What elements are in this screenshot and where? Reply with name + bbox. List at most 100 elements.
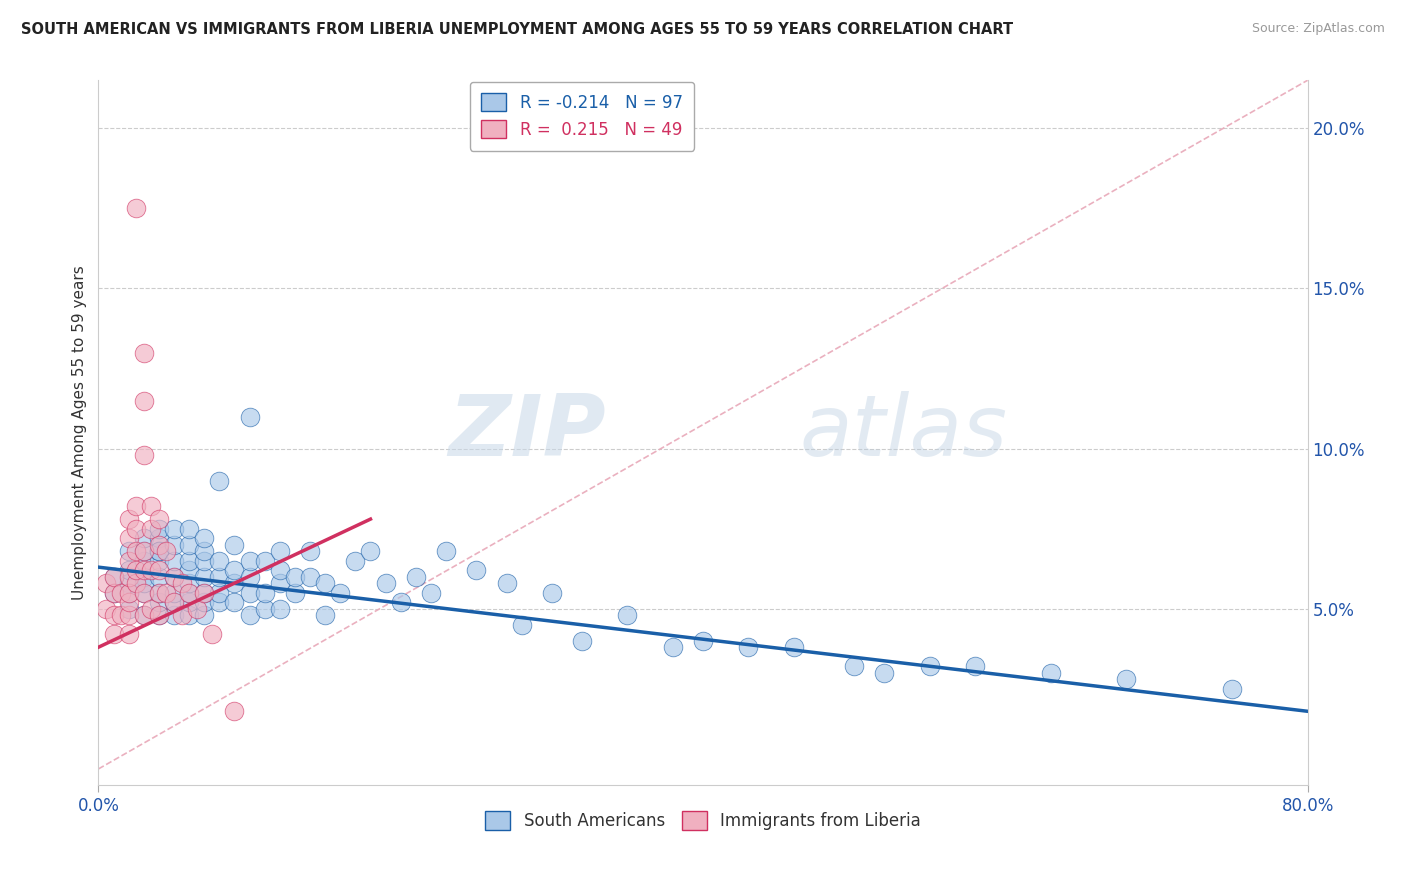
Point [170, 608, 193, 623]
Point [284, 586, 307, 600]
Point [148, 586, 170, 600]
Point [179, 608, 201, 623]
Point [103, 627, 125, 641]
Point [163, 538, 186, 552]
Point [284, 570, 307, 584]
Point [148, 544, 170, 558]
Point [163, 586, 186, 600]
Point [148, 608, 170, 623]
Point [224, 538, 246, 552]
Point [118, 532, 141, 546]
Point [269, 601, 291, 615]
Point [239, 586, 262, 600]
Point [103, 570, 125, 584]
Point [103, 608, 125, 623]
Point [193, 532, 215, 546]
Point [224, 576, 246, 591]
Point [148, 532, 170, 546]
Point [141, 500, 163, 514]
Point [179, 576, 201, 591]
Point [405, 570, 427, 584]
Point [224, 595, 246, 609]
Point [239, 608, 262, 623]
Point [94, 576, 117, 591]
Point [179, 595, 201, 609]
Point [179, 538, 201, 552]
Point [141, 601, 163, 615]
Point [329, 586, 352, 600]
Point [103, 586, 125, 600]
Point [179, 586, 201, 600]
Point [148, 608, 170, 623]
Point [125, 202, 148, 216]
Text: Source: ZipAtlas.com: Source: ZipAtlas.com [1251, 22, 1385, 36]
Point [465, 563, 488, 577]
Point [253, 554, 276, 568]
Point [132, 608, 155, 623]
Point [148, 563, 170, 577]
Point [132, 563, 155, 577]
Point [155, 544, 177, 558]
Point [314, 608, 336, 623]
Point [125, 563, 148, 577]
Point [193, 586, 215, 600]
Point [118, 601, 141, 615]
Point [208, 595, 231, 609]
Point [314, 576, 336, 591]
Point [132, 554, 155, 568]
Point [616, 608, 638, 623]
Point [344, 554, 367, 568]
Point [148, 538, 170, 552]
Point [148, 554, 170, 568]
Point [125, 576, 148, 591]
Point [434, 544, 457, 558]
Point [201, 627, 224, 641]
Point [873, 665, 896, 680]
Point [208, 586, 231, 600]
Y-axis label: Unemployment Among Ages 55 to 59 years: Unemployment Among Ages 55 to 59 years [72, 265, 87, 600]
Point [495, 576, 517, 591]
Point [163, 570, 186, 584]
Point [148, 522, 170, 536]
Point [193, 595, 215, 609]
Point [170, 576, 193, 591]
Point [118, 563, 141, 577]
Point [193, 544, 215, 558]
Point [155, 586, 177, 600]
Point [141, 563, 163, 577]
Point [110, 586, 132, 600]
Point [661, 640, 683, 655]
Point [224, 563, 246, 577]
Point [132, 345, 155, 359]
Point [125, 522, 148, 536]
Text: atlas: atlas [800, 391, 1008, 475]
Point [163, 554, 186, 568]
Point [224, 704, 246, 718]
Point [179, 522, 201, 536]
Point [193, 554, 215, 568]
Point [510, 617, 533, 632]
Point [186, 601, 208, 615]
Point [360, 544, 382, 558]
Text: ZIP: ZIP [449, 391, 606, 475]
Point [193, 570, 215, 584]
Point [208, 474, 231, 488]
Point [208, 570, 231, 584]
Point [783, 640, 806, 655]
Point [208, 554, 231, 568]
Point [125, 500, 148, 514]
Point [269, 544, 291, 558]
Point [148, 595, 170, 609]
Point [1115, 673, 1137, 687]
Point [253, 586, 276, 600]
Point [239, 570, 262, 584]
Point [179, 586, 201, 600]
Point [571, 633, 593, 648]
Point [299, 570, 322, 584]
Point [132, 448, 155, 462]
Point [103, 570, 125, 584]
Point [148, 586, 170, 600]
Point [118, 512, 141, 526]
Point [132, 586, 155, 600]
Point [118, 554, 141, 568]
